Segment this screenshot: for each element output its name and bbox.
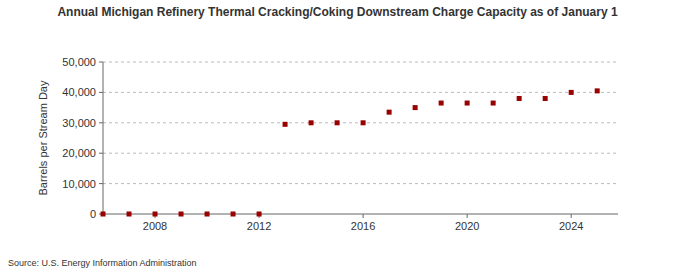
point [361,120,366,125]
y-tick-label: 20,000 [62,147,96,159]
grid-line [103,153,618,154]
point [517,96,522,101]
title-line: Annual Michigan Refinery Thermal Crackin… [57,5,617,19]
point [101,212,106,217]
point [413,105,418,110]
point [153,212,158,217]
point [335,120,340,125]
x-tick-label: 2012 [247,220,271,232]
y-tick-label: 30,000 [62,117,96,129]
x-tick-label: 2020 [455,220,479,232]
point [127,212,132,217]
point [205,212,210,217]
y-tick [99,183,103,184]
y-tick-label: 10,000 [62,178,96,190]
title: Annual Michigan Refinery Thermal Crackin… [57,5,617,19]
point [283,122,288,127]
x-tick-label: 2024 [559,220,583,232]
point [179,212,184,217]
grid-line [103,62,618,63]
y-tick-label: 40,000 [62,86,96,98]
source: Source: U.S. Energy Information Administ… [8,258,197,268]
y-axis [103,62,104,214]
y-tick [99,122,103,123]
y-tick [99,92,103,93]
marks [101,88,600,216]
point [543,96,548,101]
grid-line [103,122,618,123]
point [491,101,496,106]
grid-line [103,183,618,184]
x-tick-label: 2016 [351,220,375,232]
point [257,212,262,217]
point [595,88,600,93]
x-tick [467,214,468,218]
y-axis-label: Barrels per Stream Day [37,80,49,195]
point [309,120,314,125]
y-tick-label: 50,000 [62,56,96,68]
y-tick [99,153,103,154]
y-tick [99,62,103,63]
x-tick [571,214,572,218]
point [439,101,444,106]
point [465,101,470,106]
chart: Annual Michigan Refinery Thermal Crackin… [0,0,675,275]
x-tick-label: 2008 [143,220,167,232]
point [387,110,392,115]
x-tick [363,214,364,218]
point [569,90,574,95]
grid-line [103,92,618,93]
y-tick-label: 0 [90,208,96,220]
point [231,212,236,217]
